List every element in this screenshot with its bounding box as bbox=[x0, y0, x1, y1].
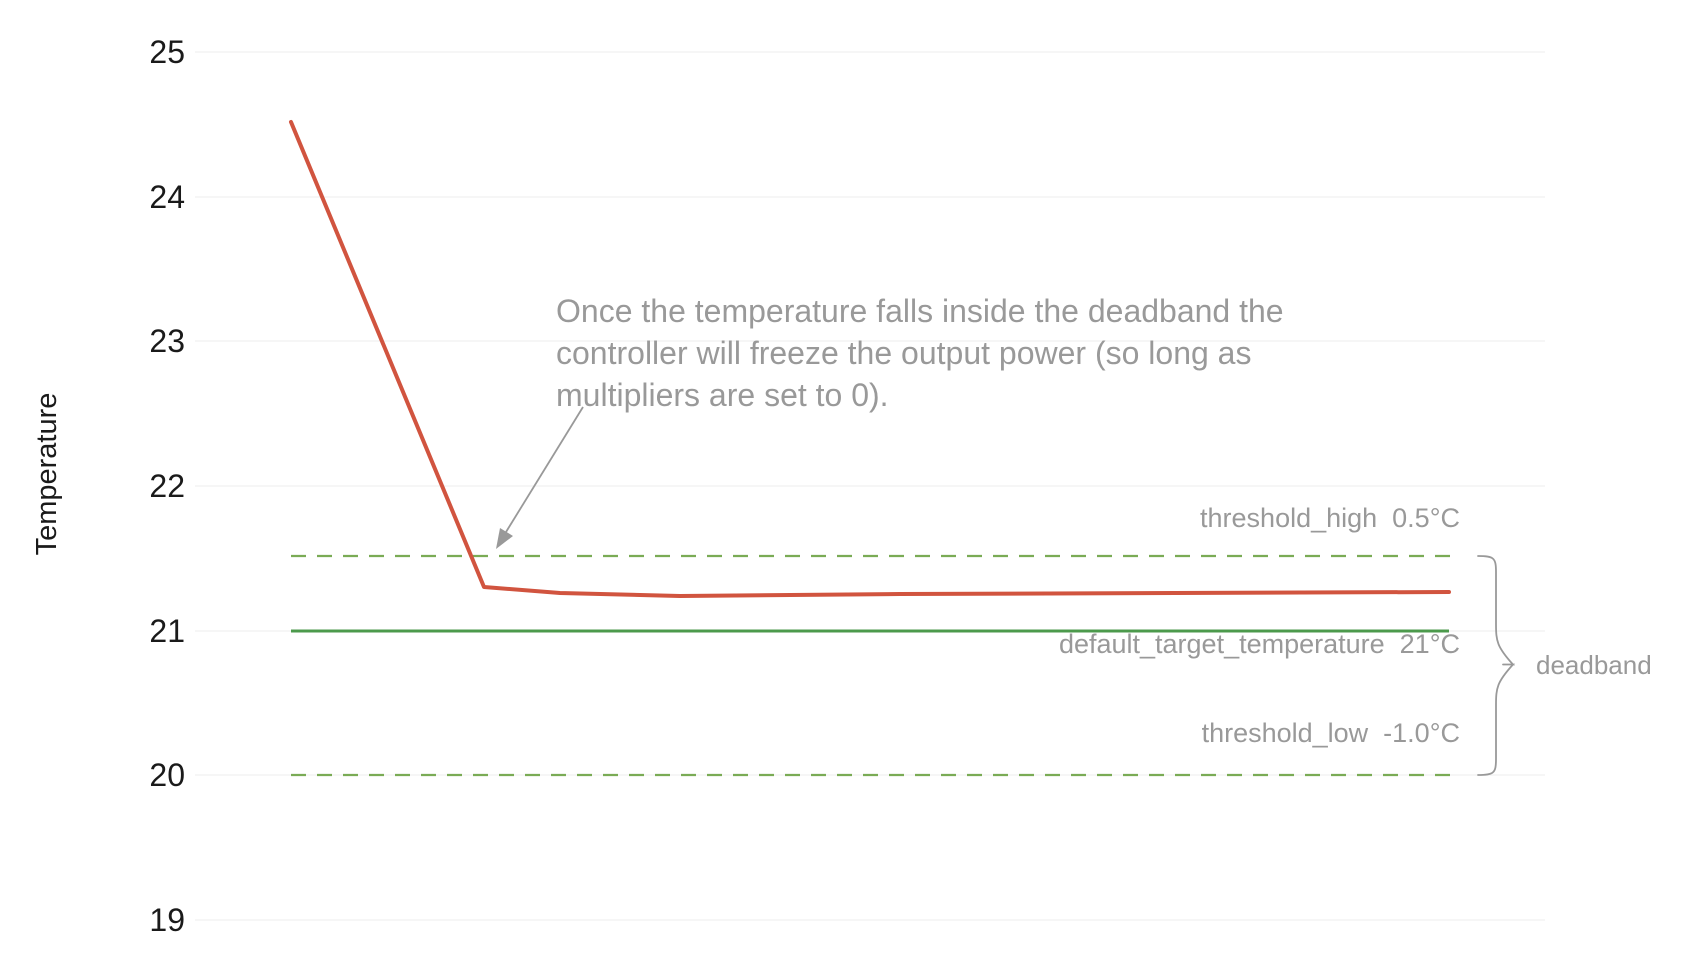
svg-text:controller will freeze the out: controller will freeze the output power … bbox=[556, 335, 1251, 371]
svg-text:default_target_temperature 21: default_target_temperature 21°C bbox=[1059, 629, 1460, 659]
svg-text:threshold_high 0.5°C: threshold_high 0.5°C bbox=[1200, 503, 1460, 533]
svg-text:20: 20 bbox=[149, 757, 185, 793]
svg-text:threshold_low -1.0°C: threshold_low -1.0°C bbox=[1202, 718, 1460, 748]
svg-text:multipliers are set to 0).: multipliers are set to 0). bbox=[556, 377, 889, 413]
svg-text:23: 23 bbox=[149, 323, 185, 359]
svg-text:22: 22 bbox=[149, 468, 185, 504]
svg-text:deadband: deadband bbox=[1536, 650, 1652, 680]
svg-text:Once the temperature falls ins: Once the temperature falls inside the de… bbox=[556, 293, 1284, 329]
svg-text:19: 19 bbox=[149, 902, 185, 938]
svg-text:25: 25 bbox=[149, 34, 185, 70]
svg-text:24: 24 bbox=[149, 179, 185, 215]
svg-text:Temperature: Temperature bbox=[31, 393, 63, 556]
svg-text:21: 21 bbox=[149, 613, 185, 649]
